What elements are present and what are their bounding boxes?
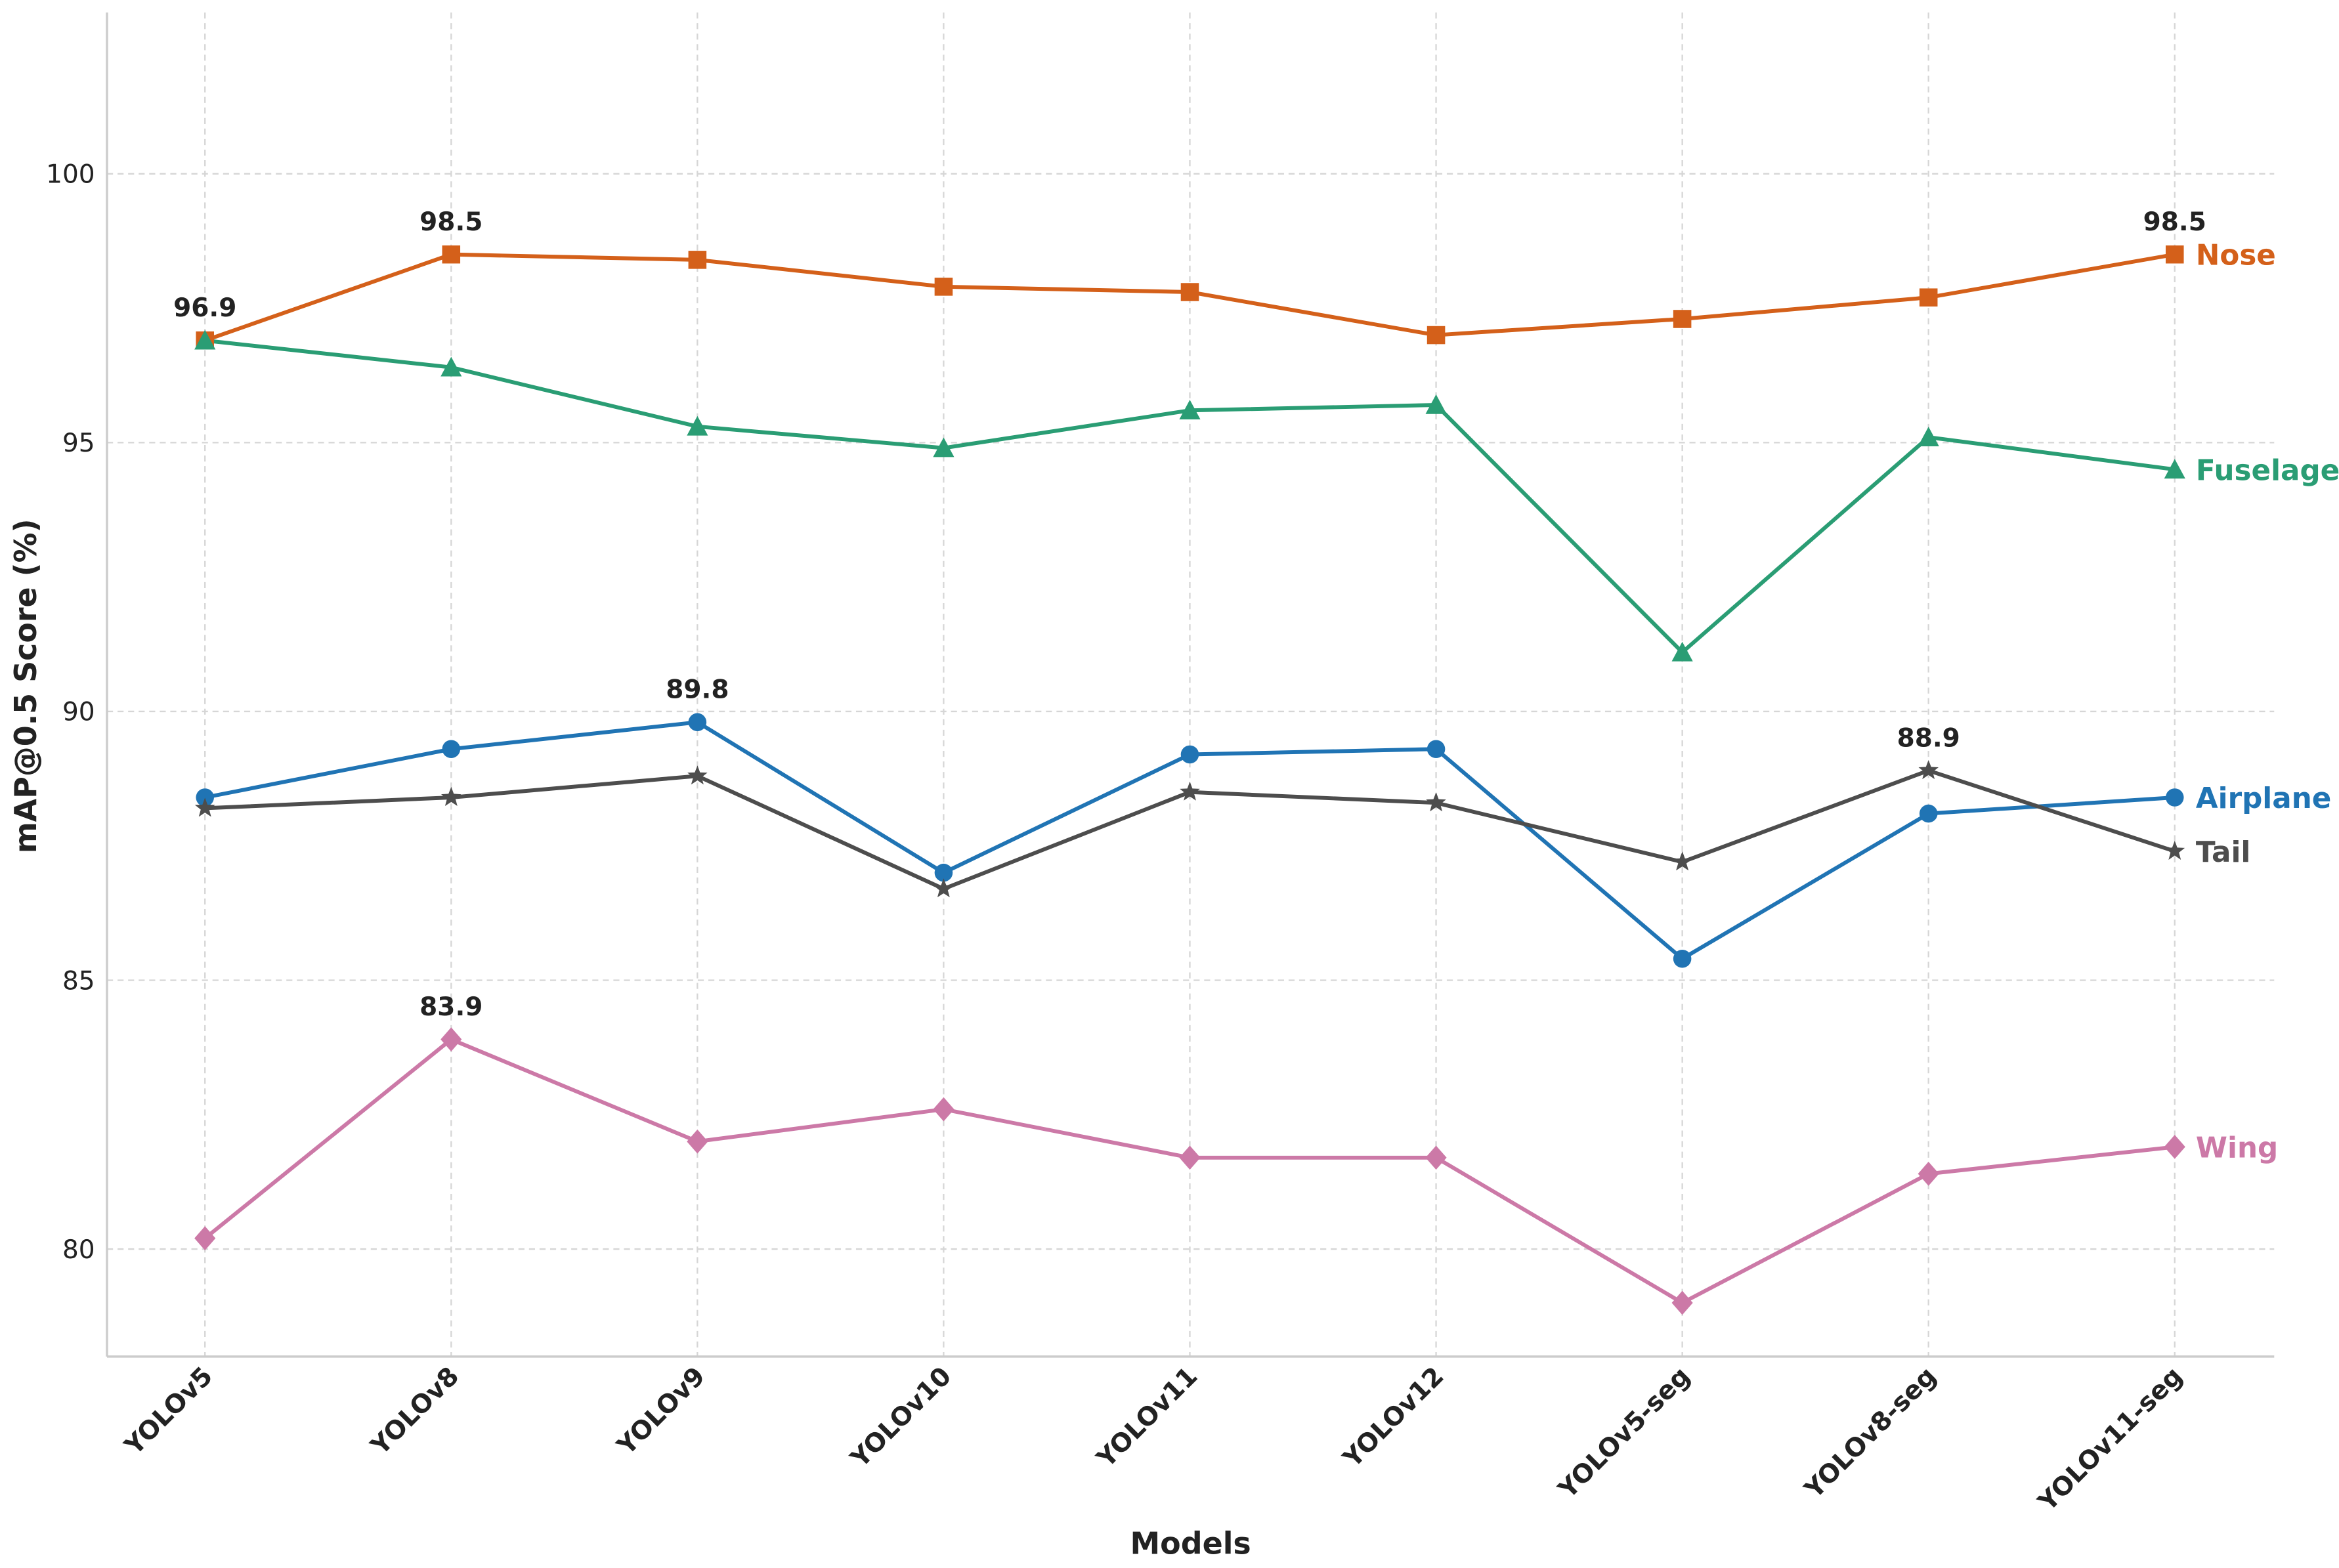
marker	[1427, 326, 1446, 345]
marker	[933, 878, 954, 898]
marker	[196, 788, 214, 807]
marker	[1672, 851, 1692, 871]
marker	[1919, 288, 1938, 307]
data-label: 98.5	[419, 207, 483, 237]
marker	[934, 863, 953, 882]
marker	[1180, 745, 1199, 764]
marker	[688, 713, 707, 732]
marker	[933, 437, 955, 457]
marker	[933, 1097, 955, 1122]
y-tick-label: 85	[62, 966, 95, 996]
marker	[194, 329, 216, 350]
marker	[1671, 641, 1693, 662]
marker	[1673, 949, 1692, 968]
marker	[442, 245, 461, 264]
x-axis-label: Models	[1130, 1526, 1251, 1561]
marker	[1180, 781, 1200, 801]
y-tick-label: 90	[62, 698, 95, 727]
data-label: 96.9	[173, 293, 236, 323]
legend-label: Airplane	[2196, 782, 2331, 815]
marker	[442, 740, 461, 759]
marker	[2164, 840, 2185, 860]
marker	[688, 251, 707, 269]
y-tick-label: 80	[62, 1235, 95, 1265]
legend-label: Tail	[2196, 836, 2250, 869]
marker	[1427, 740, 1446, 759]
marker	[1180, 283, 1199, 301]
marker	[1671, 1290, 1693, 1315]
marker	[2165, 245, 2184, 264]
y-axis-label: mAP@0.5 Score (%)	[8, 519, 43, 853]
marker	[440, 786, 461, 807]
marker	[687, 415, 708, 436]
marker	[934, 278, 953, 296]
marker	[440, 356, 462, 377]
data-label: 88.9	[1897, 723, 1960, 753]
data-label: 89.8	[666, 675, 729, 705]
marker	[1426, 792, 1446, 812]
legend-label: Nose	[2196, 240, 2276, 272]
legend-label: Fuselage	[2196, 454, 2339, 487]
marker	[194, 1226, 216, 1251]
marker	[1425, 394, 1447, 414]
marker	[687, 1129, 708, 1154]
marker	[1918, 427, 1939, 446]
marker	[2165, 788, 2184, 807]
marker	[1919, 804, 1938, 823]
marker	[194, 797, 215, 817]
marker	[1918, 1162, 1939, 1186]
legend-label: Wing	[2196, 1132, 2278, 1164]
marker	[1673, 310, 1692, 328]
marker	[1179, 1145, 1201, 1170]
marker	[440, 1027, 462, 1051]
marker	[687, 765, 708, 785]
marker	[1918, 759, 1939, 780]
y-tick-label: 95	[62, 429, 95, 458]
marker	[2164, 1135, 2185, 1159]
marker	[1425, 1145, 1447, 1170]
y-tick-label: 100	[46, 160, 95, 190]
marker	[1179, 400, 1201, 420]
data-label: 83.9	[419, 992, 483, 1022]
marker	[2164, 459, 2185, 479]
data-label: 98.5	[2143, 207, 2206, 237]
